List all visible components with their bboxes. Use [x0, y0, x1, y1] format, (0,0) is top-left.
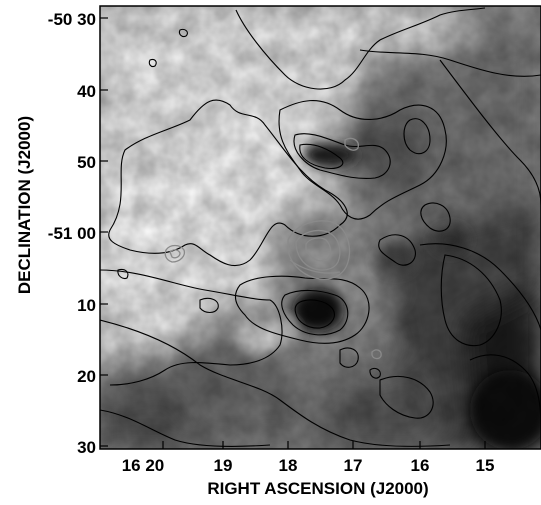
gray-contours	[164, 137, 382, 360]
grayscale-image	[100, 6, 541, 449]
plot-frame	[99, 5, 541, 450]
y-tick-label: 50	[77, 153, 96, 172]
x-tick-label: 18	[279, 456, 298, 475]
y-tick-labels: -50 30 40 50 -51 00 10 20 30	[48, 10, 96, 457]
y-tick-label: 40	[77, 82, 96, 101]
black-contours	[100, 7, 541, 447]
y-tick-label: 20	[77, 367, 96, 386]
y-tick-label: 30	[77, 438, 96, 457]
x-axis-label: RIGHT ASCENSION (J2000)	[207, 479, 428, 498]
x-tick-label: 19	[214, 456, 233, 475]
y-axis-label: DECLINATION (J2000)	[15, 116, 34, 294]
x-tick-label: 16 20	[122, 456, 165, 475]
x-tick-labels: 16 20 19 18 17 16 15	[122, 456, 495, 475]
y-tick-label: -51 00	[48, 224, 96, 243]
y-tick-label: -50 30	[48, 10, 96, 29]
x-tick-label: 15	[476, 456, 495, 475]
x-tick-label: 17	[344, 456, 363, 475]
tick-marks	[100, 17, 486, 449]
x-tick-label: 16	[411, 456, 430, 475]
y-tick-label: 10	[77, 296, 96, 315]
